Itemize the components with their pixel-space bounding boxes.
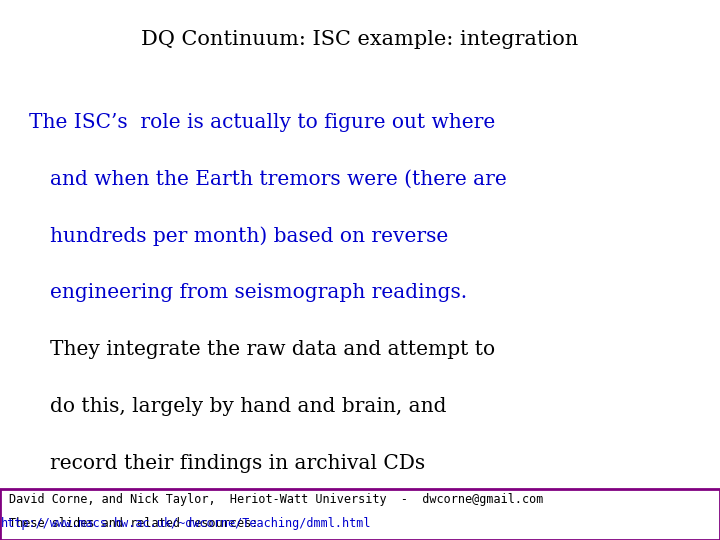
Text: These slides and related resources:: These slides and related resources: [9,517,279,530]
Text: hundreds per month) based on reverse: hundreds per month) based on reverse [50,227,449,246]
FancyBboxPatch shape [0,489,720,540]
Text: They integrate the raw data and attempt to: They integrate the raw data and attempt … [50,340,495,359]
Text: DQ Continuum: ISC example: integration: DQ Continuum: ISC example: integration [141,30,579,49]
Text: http://www.macs.hw.ac.uk/~dwcorne/Teaching/dmml.html: http://www.macs.hw.ac.uk/~dwcorne/Teachi… [1,517,372,530]
Text: record their findings in archival CDs: record their findings in archival CDs [50,454,426,472]
Text: do this, largely by hand and brain, and: do this, largely by hand and brain, and [50,397,447,416]
Text: and when the Earth tremors were (there are: and when the Earth tremors were (there a… [50,170,507,189]
Text: The ISC’s  role is actually to figure out where: The ISC’s role is actually to figure out… [29,113,495,132]
Text: David Corne, and Nick Taylor,  Heriot-Watt University  -  dwcorne@gmail.com: David Corne, and Nick Taylor, Heriot-Wat… [9,493,543,506]
Text: engineering from seismograph readings.: engineering from seismograph readings. [50,284,467,302]
Text: These slides and related resources:: These slides and related resources: [0,539,1,540]
